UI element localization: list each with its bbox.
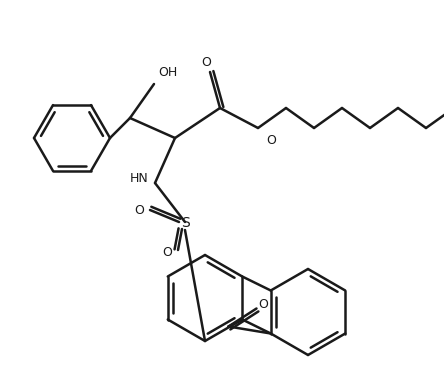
Text: O: O	[258, 298, 269, 311]
Text: OH: OH	[158, 65, 177, 79]
Text: O: O	[162, 247, 172, 259]
Text: O: O	[266, 133, 276, 147]
Text: HN: HN	[129, 171, 148, 185]
Text: O: O	[134, 203, 144, 217]
Text: O: O	[201, 56, 211, 70]
Text: S: S	[181, 216, 190, 230]
